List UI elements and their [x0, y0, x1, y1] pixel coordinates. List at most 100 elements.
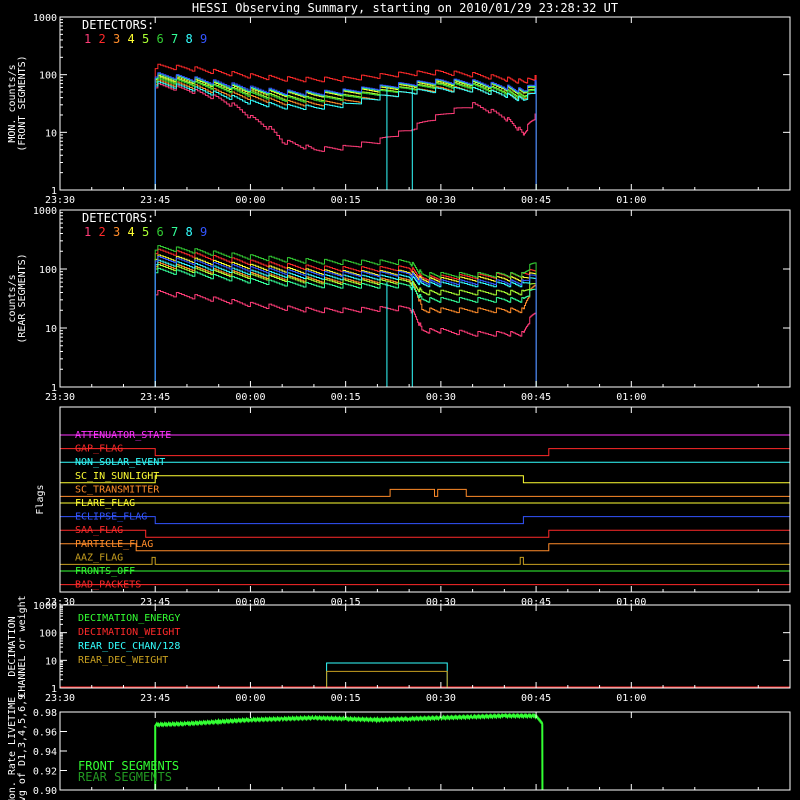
flag-label-eclipse_flag: ECLIPSE_FLAG — [75, 512, 147, 523]
flags-xtick-label: 00:00 — [235, 597, 265, 608]
flags-ylabel: Flags — [35, 484, 46, 514]
flag-label-aaz_flag: AAZ_FLAG — [75, 552, 123, 563]
front-yaxis: 1 10 100 1000 — [33, 13, 790, 197]
flag-trace-sc_in_sunlight — [60, 475, 790, 484]
livetime-ylabel: Mon. Rate LIVETIME — [7, 697, 18, 800]
decimation-xtick-label: 23:45 — [140, 693, 170, 704]
front-series-det6 — [154, 77, 537, 190]
decimation-ylabel: DECIMATION — [7, 616, 18, 676]
decimation-ytick-label: 100 — [39, 629, 57, 640]
rear-legend-digit: 8 — [186, 225, 193, 239]
rear-xtick-label: 01:00 — [616, 392, 646, 403]
rear-ytick-label: 100 — [39, 265, 57, 276]
front-legend-digit: 9 — [200, 32, 207, 46]
front-xtick-label: 23:30 — [45, 195, 75, 206]
rear-ytick-label: 1000 — [33, 206, 57, 217]
rear-series-det7 — [154, 267, 537, 387]
rear-legend-digit: 6 — [157, 225, 164, 239]
front-xtick-label: 01:00 — [616, 195, 646, 206]
rear-series-det8 — [154, 259, 537, 387]
rear-ytick-label: 1 — [51, 383, 57, 394]
rear-frame — [59, 209, 791, 388]
decimation-ytick-label: 1000 — [33, 601, 57, 612]
rear-det8-gap — [386, 282, 413, 388]
decimation-series-rear-dec-weight — [60, 670, 790, 689]
decimation-yaxis: 1 10 100 1000 — [33, 601, 790, 695]
rear-legend-digit: 9 — [200, 225, 207, 239]
front-legend-digit: 6 — [157, 32, 164, 46]
front-ytick-label: 1000 — [33, 13, 57, 24]
rear-series-det3 — [154, 261, 537, 387]
flag-trace-particle_flag — [60, 543, 790, 552]
decimation-xtick-label: 00:00 — [235, 693, 265, 704]
plot-title: HESSI Observing Summary, starting on 201… — [192, 1, 618, 15]
front-ylabel: MON. counts/s — [7, 64, 18, 142]
front-det8-gap — [386, 87, 413, 191]
decimation-series-rear-dec-chan-128 — [60, 662, 790, 689]
livetime-yaxis: 0.90 0.92 0.94 0.96 0.98 — [33, 708, 67, 797]
flag-label-fronts_off: FRONTS_OFF — [75, 566, 135, 577]
front-series-det2 — [154, 63, 537, 190]
rear-legend-digit: 5 — [142, 225, 149, 239]
rear-legend-title: DETECTORS: — [82, 211, 154, 225]
front-series-det8 — [154, 81, 537, 190]
decimation-xtick-label: 01:00 — [616, 693, 646, 704]
rear-series-det1 — [154, 290, 537, 387]
flags-frame — [59, 406, 791, 593]
front-legend-digit: 1 — [84, 32, 91, 46]
livetime-ytick-label: 0.92 — [33, 767, 57, 778]
flag-trace-saa_flag — [60, 529, 790, 538]
rear-legend-digit: 4 — [128, 225, 135, 239]
flag-label-sc_transmitter: SC_TRANSMITTER — [75, 484, 160, 495]
front-legend-digit: 8 — [186, 32, 193, 46]
flag-label-sc_in_sunlight: SC_IN_SUNLIGHT — [75, 471, 159, 482]
livetime-ytick-label: 0.94 — [33, 747, 57, 758]
livetime-legend-entry: REAR SEGMENTS — [78, 770, 172, 784]
front-ylabel: (FRONT SEGMENTS) — [17, 55, 28, 151]
front-legend-title: DETECTORS: — [82, 18, 154, 32]
livetime-ytick-label: 0.90 — [33, 786, 57, 797]
front-xtick-label: 00:15 — [331, 195, 361, 206]
rear-ylabel: (REAR SEGMENTS) — [17, 253, 28, 343]
rear-series-det6 — [154, 245, 537, 387]
decimation-legend-entry: REAR_DEC_CHAN/128 — [78, 641, 180, 652]
flag-trace-sc_transmitter — [60, 488, 790, 497]
livetime-ytick-label: 0.98 — [33, 708, 57, 719]
decimation-xtick-label: 00:30 — [426, 693, 456, 704]
rear-yaxis: 1 10 100 1000 — [33, 206, 790, 394]
decimation-ylabel: CHANNEL or weight — [17, 595, 28, 697]
livetime-ytick-label: 0.96 — [33, 728, 57, 739]
flags-xtick-label: 00:45 — [521, 597, 551, 608]
front-series-det5 — [154, 76, 537, 190]
flags-xtick-label: 00:30 — [426, 597, 456, 608]
decimation-ytick-label: 1 — [51, 684, 57, 695]
flags-axes: 23:30 23:45 00:00 00:15 00:30 00:45 01:00 — [45, 406, 791, 608]
front-legend-digit: 5 — [142, 32, 149, 46]
rear-legend-digit: 2 — [99, 225, 106, 239]
flags-xtick-label: 01:00 — [616, 597, 646, 608]
decimation-xtick-label: 00:15 — [331, 693, 361, 704]
flag-label-flare_flag: FLARE_FLAG — [75, 498, 135, 509]
flag-label-gap_flag: GAP_FLAG — [75, 444, 123, 455]
decimation-ytick-label: 10 — [45, 656, 57, 667]
front-legend-digit: 3 — [113, 32, 120, 46]
front-legend-digit: 2 — [99, 32, 106, 46]
flags-xtick-label: 23:30 — [45, 597, 75, 608]
rear-ytick-label: 10 — [45, 324, 57, 335]
livetime-legend-entry: FRONT SEGMENTS — [78, 759, 179, 773]
rear-xtick-label: 00:15 — [331, 392, 361, 403]
front-legend-digit: 4 — [128, 32, 135, 46]
decimation-legend-entry: DECIMATION_WEIGHT — [78, 627, 180, 638]
livetime-series-front — [154, 712, 544, 791]
rear-series-det5 — [154, 264, 537, 387]
decimation-legend-entry: DECIMATION_ENERGY — [78, 613, 180, 624]
flag-label-bad_packets: BAD_PACKETS — [75, 580, 141, 591]
rear-xtick-label: 00:00 — [235, 392, 265, 403]
decimation-xtick-label: 00:45 — [521, 693, 551, 704]
front-legend-digit: 7 — [171, 32, 178, 46]
front-ytick-label: 100 — [39, 71, 57, 82]
flag-label-particle_flag: PARTICLE_FLAG — [75, 539, 153, 550]
rear-series-det9 — [154, 256, 537, 387]
front-axes: 23:30 23:45 00:00 00:15 00:30 00:45 01:00 — [45, 16, 791, 206]
front-series-det1 — [154, 83, 537, 190]
